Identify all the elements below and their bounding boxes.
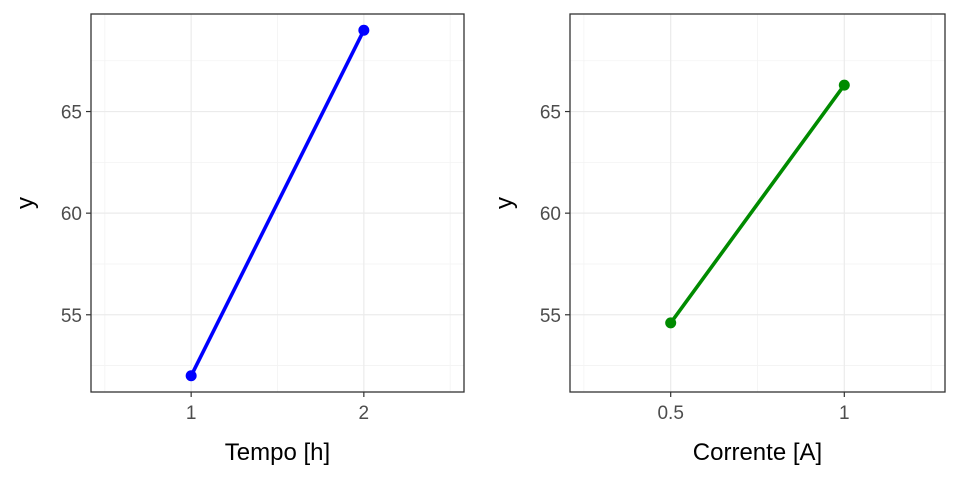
y-tick-label: 60 <box>540 204 561 225</box>
y-tick-label: 55 <box>61 306 82 327</box>
x-tick-label: 0.5 <box>657 403 683 424</box>
y-tick-label: 55 <box>540 306 561 327</box>
x-tick-label: 2 <box>359 403 370 424</box>
x-axis-title: Corrente [A] <box>693 439 822 466</box>
x-tick-label: 1 <box>186 403 197 424</box>
y-axis-title: y <box>12 197 39 209</box>
data-point <box>665 317 677 329</box>
y-tick-label: 65 <box>540 103 561 124</box>
y-tick-label: 65 <box>61 103 82 124</box>
chart-panel-1: 55 60 65 1 2 Tempo [h] y <box>12 13 465 466</box>
y-tick-label: 60 <box>61 204 82 225</box>
y-axis-title: y <box>491 197 518 209</box>
data-point <box>185 370 197 382</box>
series-line <box>668 83 847 325</box>
chart-panel-2: 55 60 65 0.5 1 Corrente [A] y <box>491 13 946 466</box>
data-point <box>358 24 370 36</box>
x-axis-title: Tempo [h] <box>225 439 330 466</box>
x-tick-label: 1 <box>839 403 850 424</box>
data-point <box>838 79 850 91</box>
panel-border <box>569 13 946 393</box>
series-line <box>189 28 366 378</box>
panel-border <box>90 13 465 393</box>
